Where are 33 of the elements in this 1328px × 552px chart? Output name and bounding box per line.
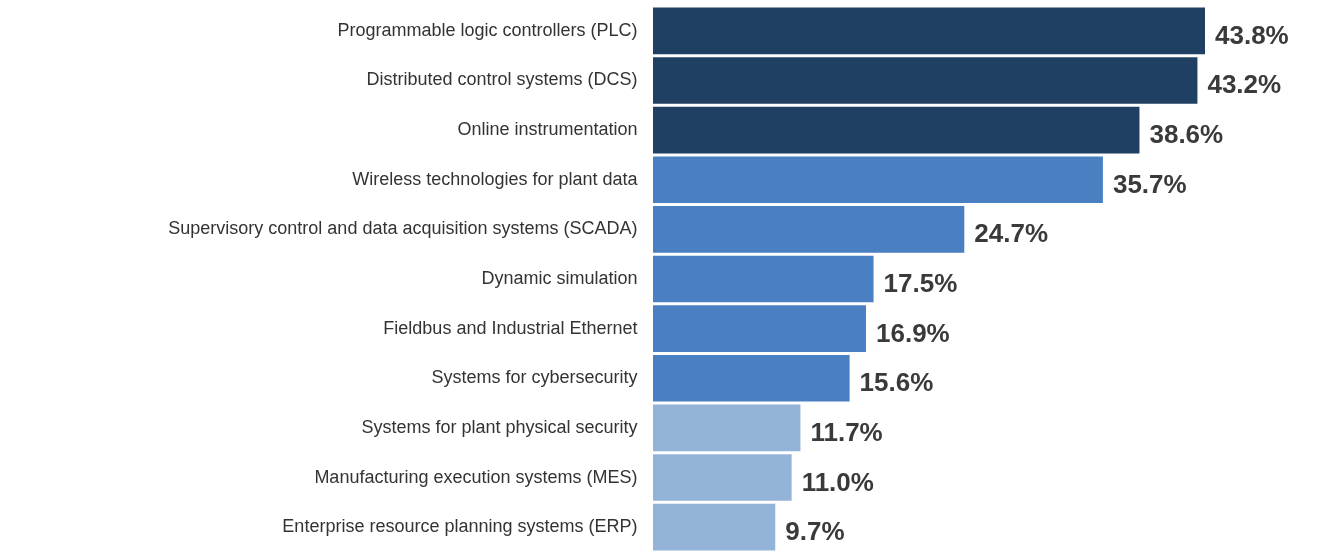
bar [653, 106, 1140, 154]
y-tick-label: Wireless technologies for plant data [352, 168, 639, 189]
bar [653, 404, 801, 452]
data-label: 43.8% [1215, 19, 1289, 50]
data-label: 43.2% [1207, 69, 1282, 100]
bar [653, 503, 776, 551]
bar [653, 255, 874, 303]
data-label: 11.7% [810, 416, 883, 447]
y-tick-label: Supervisory control and data acquisition systems (SCADA) [168, 218, 638, 239]
bar [653, 57, 1198, 104]
bar [653, 454, 792, 501]
data-label: 38.6% [1149, 119, 1224, 150]
y-tick-label: Enterprise resource planning systems (ERP) [282, 516, 638, 537]
y-tick-label: Online instrumentation [457, 119, 638, 140]
y-tick-label: Manufacturing execution systems (MES) [314, 466, 638, 487]
data-label: 15.6% [859, 367, 934, 398]
y-tick-label: Systems for cybersecurity [431, 367, 638, 388]
data-label: 11.0% [801, 466, 874, 497]
bar [653, 7, 1205, 55]
y-tick-label: Dynamic simulation [481, 268, 638, 288]
bar [653, 206, 965, 253]
y-tick-label: Programmable logic controllers (PLC) [337, 19, 638, 40]
data-label: 17.5% [883, 268, 958, 298]
data-label: 9.7% [785, 516, 845, 547]
bar [653, 156, 1103, 204]
data-label: 16.9% [875, 317, 950, 348]
y-tick-label: Distributed control systems (DCS) [366, 69, 638, 90]
bar [653, 354, 850, 402]
y-tick-label: Systems for plant physical security [361, 416, 638, 437]
bar [653, 305, 866, 352]
y-tick-label: Fieldbus and Industrial Ethernet [383, 317, 638, 338]
data-label: 24.7% [974, 218, 1049, 249]
data-label: 35.7% [1112, 168, 1187, 199]
